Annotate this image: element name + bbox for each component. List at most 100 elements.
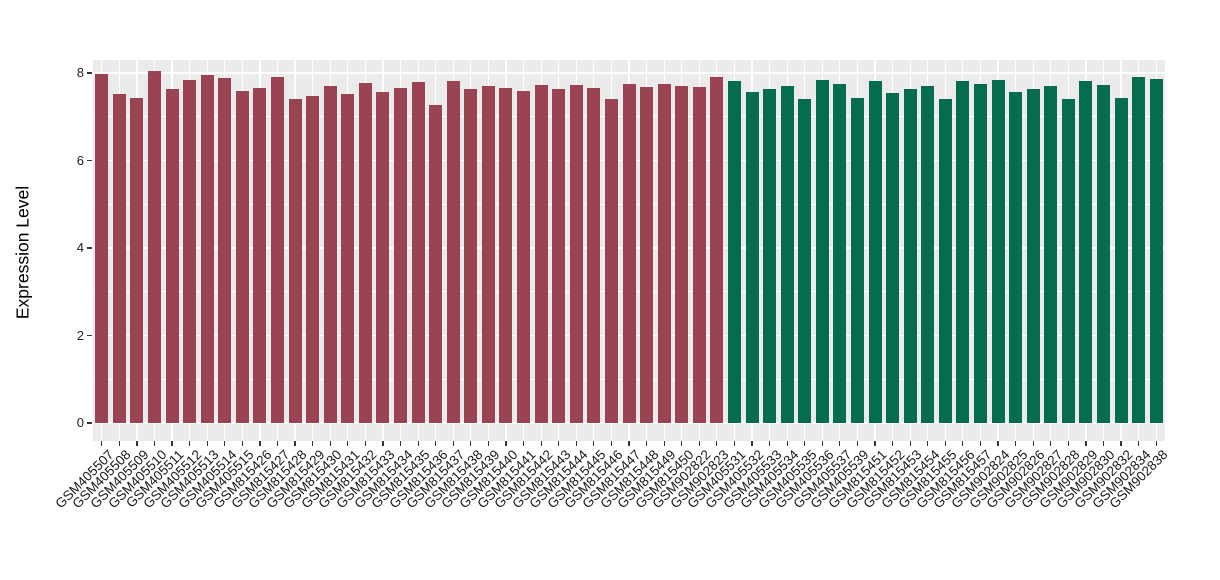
x-tick-mark (593, 441, 595, 446)
x-tick-mark (399, 441, 402, 446)
x-tick-mark (224, 441, 226, 446)
bar (991, 80, 1005, 423)
bar (358, 83, 372, 423)
x-tick-mark (681, 441, 683, 446)
bar (446, 80, 460, 423)
bar (622, 83, 636, 423)
bar (376, 91, 390, 423)
bar (1132, 77, 1146, 423)
x-tick-mark (312, 441, 314, 446)
x-tick-mark (768, 441, 771, 446)
x-tick-mark (786, 441, 788, 446)
x-tick-mark (470, 441, 472, 446)
bar (552, 89, 566, 423)
bar (253, 88, 267, 423)
bar (973, 84, 987, 423)
x-tick-mark (136, 441, 138, 446)
x-tick-mark (874, 441, 876, 446)
y-tick-mark (87, 72, 92, 74)
x-tick-mark (716, 441, 718, 446)
x-tick-mark (540, 441, 542, 446)
bar (886, 93, 900, 423)
bar (148, 71, 161, 423)
x-tick-mark (329, 441, 331, 446)
bar (288, 99, 302, 423)
bar (921, 85, 935, 423)
x-tick-mark (575, 441, 577, 446)
x-tick-mark (856, 441, 859, 446)
x-tick-mark (1138, 441, 1140, 446)
bar (727, 80, 741, 423)
plot-panel (93, 60, 1165, 441)
bar (1114, 97, 1128, 423)
x-tick-mark (558, 441, 560, 446)
bar (569, 84, 583, 423)
bar (798, 98, 812, 423)
x-tick-mark (171, 441, 173, 446)
bar (200, 74, 214, 423)
y-tick-mark (87, 159, 92, 162)
y-tick-mark (87, 247, 92, 249)
bar (271, 77, 285, 423)
x-tick-mark (382, 441, 384, 446)
x-tick-mark (435, 441, 437, 446)
x-tick-mark (733, 441, 736, 446)
bar (464, 88, 478, 423)
y-tick-label: 2 (76, 327, 84, 343)
bar (517, 90, 531, 423)
bar (130, 97, 144, 423)
x-tick-mark (1015, 441, 1017, 446)
bar (692, 87, 706, 423)
y-tick-label: 8 (76, 65, 84, 80)
x-tick-mark (153, 441, 156, 446)
bar (640, 87, 654, 423)
x-tick-mark (1050, 441, 1052, 446)
x-tick-mark (101, 441, 103, 446)
x-tick-mark (522, 441, 525, 446)
bar (341, 94, 355, 423)
y-tick-label: 6 (76, 152, 84, 168)
y-tick-mark (87, 334, 92, 337)
x-tick-mark (1032, 441, 1034, 446)
x-tick-mark (821, 441, 823, 446)
x-tick-mark (364, 441, 366, 446)
bar (938, 99, 952, 423)
bar (411, 82, 425, 423)
x-tick-mark (997, 441, 999, 446)
bar (745, 92, 759, 423)
y-tick-label: 4 (76, 240, 84, 255)
bar (815, 80, 829, 423)
bar (481, 85, 495, 423)
bar (394, 88, 408, 423)
x-tick-mark (259, 441, 261, 446)
bar (95, 73, 109, 423)
bar (429, 105, 443, 423)
bar (657, 83, 671, 423)
bar (1061, 98, 1075, 423)
bar (604, 98, 618, 423)
x-tick-mark (698, 441, 700, 446)
bar (1149, 79, 1163, 423)
bar (1044, 85, 1058, 423)
x-tick-mark (1067, 441, 1069, 446)
x-tick-mark (241, 441, 243, 446)
bar (780, 86, 794, 423)
x-tick-mark (206, 441, 208, 446)
bar (710, 77, 724, 423)
bar (323, 86, 337, 423)
bar (1026, 88, 1040, 423)
x-tick-mark (276, 441, 279, 446)
x-tick-mark (751, 441, 753, 446)
x-tick-mark (927, 441, 929, 446)
bar (165, 89, 179, 423)
bar (587, 88, 601, 423)
bar (1009, 92, 1023, 423)
bar (1096, 84, 1110, 423)
bar (534, 85, 548, 423)
x-tick-mark (487, 441, 489, 446)
y-axis-title: Expression Level (12, 185, 33, 320)
bar (306, 96, 320, 423)
x-tick-mark (1155, 441, 1157, 446)
y-tick-label: 0 (76, 415, 84, 430)
x-tick-mark (118, 441, 120, 446)
